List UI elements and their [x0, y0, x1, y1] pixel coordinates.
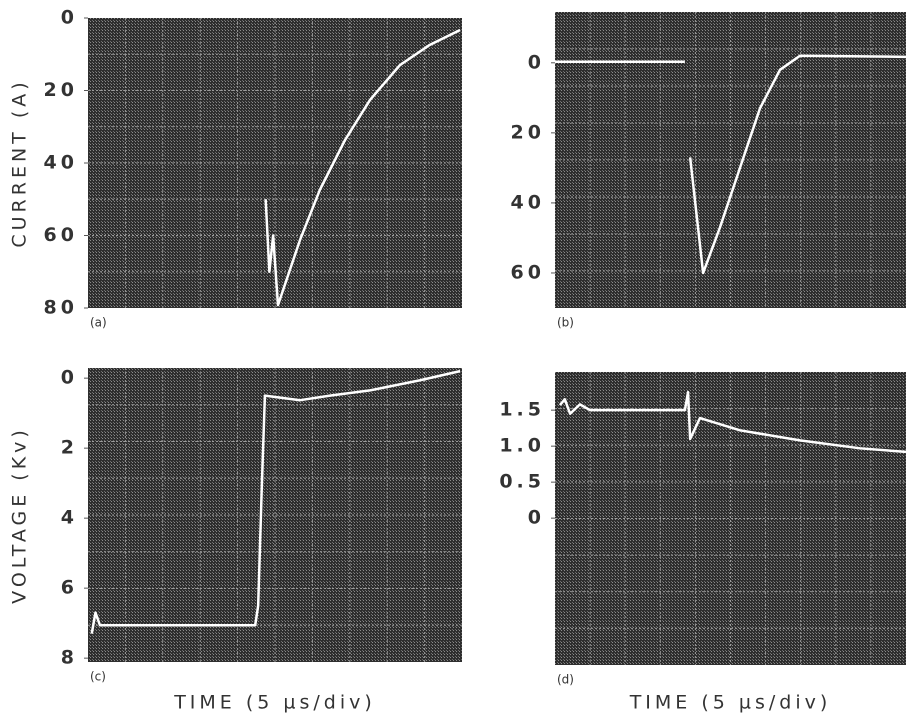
y-tick-label: 40	[44, 152, 78, 174]
y-tick-label: 1.5	[499, 399, 545, 421]
y-tick-label: 6	[61, 577, 78, 599]
panel-label: (d)	[557, 673, 574, 687]
y-tick-label: 0.5	[499, 471, 545, 493]
y-tick-label: 0	[528, 51, 545, 73]
y-tick-label: 0	[61, 7, 78, 29]
x-axis-label: TIME (5 µs/div)	[173, 692, 376, 714]
panel-label: (a)	[90, 316, 107, 330]
y-tick-label: 0	[61, 367, 78, 389]
y-axis-label: VOLTAGE (Kv)	[9, 426, 31, 604]
y-tick-label: 40	[511, 191, 545, 213]
x-axis-label: TIME (5 µs/div)	[629, 692, 832, 714]
panel-label: (b)	[557, 316, 574, 330]
y-tick-label: 20	[44, 79, 78, 101]
y-tick-label: 0	[528, 507, 545, 529]
y-tick-label: 60	[511, 261, 545, 283]
y-tick-label: 4	[61, 507, 78, 529]
y-tick-label: 2	[61, 437, 78, 459]
y-axis-label: CURRENT (A)	[9, 78, 31, 247]
panel-label: (c)	[90, 670, 106, 684]
y-tick-label: 1.0	[499, 435, 545, 457]
trace	[264, 28, 461, 307]
trace	[558, 390, 907, 454]
trace	[90, 369, 461, 634]
y-tick-label: 60	[44, 224, 78, 246]
y-tick-label: 80	[44, 297, 78, 319]
y-tick-label: 8	[61, 647, 78, 669]
trace	[555, 54, 907, 275]
y-tick-label: 20	[511, 121, 545, 143]
